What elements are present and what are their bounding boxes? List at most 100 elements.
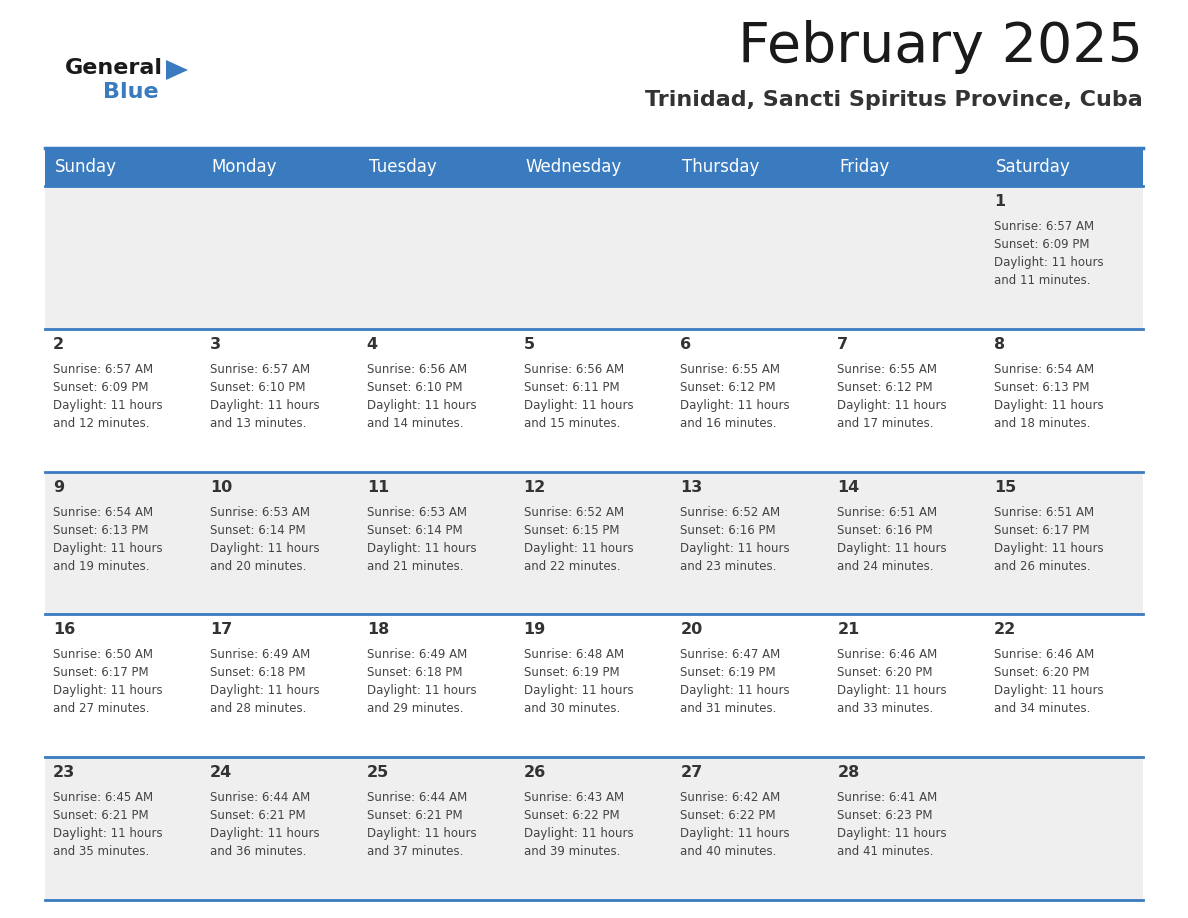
- Text: and 16 minutes.: and 16 minutes.: [681, 417, 777, 430]
- Text: Sunset: 6:19 PM: Sunset: 6:19 PM: [681, 666, 776, 679]
- FancyBboxPatch shape: [45, 329, 1143, 472]
- Text: and 35 minutes.: and 35 minutes.: [53, 845, 150, 858]
- Text: 28: 28: [838, 766, 860, 780]
- Text: 27: 27: [681, 766, 702, 780]
- Text: Sunset: 6:09 PM: Sunset: 6:09 PM: [994, 238, 1089, 251]
- Text: Daylight: 11 hours: Daylight: 11 hours: [994, 542, 1104, 554]
- Text: Sunrise: 6:52 AM: Sunrise: 6:52 AM: [524, 506, 624, 519]
- Text: Sunrise: 6:49 AM: Sunrise: 6:49 AM: [210, 648, 310, 661]
- Text: and 29 minutes.: and 29 minutes.: [367, 702, 463, 715]
- Text: Sunrise: 6:57 AM: Sunrise: 6:57 AM: [994, 220, 1094, 233]
- Text: 14: 14: [838, 479, 860, 495]
- Text: Sunrise: 6:44 AM: Sunrise: 6:44 AM: [210, 791, 310, 804]
- Text: Sunset: 6:23 PM: Sunset: 6:23 PM: [838, 809, 933, 823]
- Text: and 30 minutes.: and 30 minutes.: [524, 702, 620, 715]
- Text: Sunset: 6:19 PM: Sunset: 6:19 PM: [524, 666, 619, 679]
- Text: and 13 minutes.: and 13 minutes.: [210, 417, 307, 430]
- Text: Sunset: 6:12 PM: Sunset: 6:12 PM: [838, 381, 933, 394]
- Text: 15: 15: [994, 479, 1017, 495]
- Text: Sunset: 6:20 PM: Sunset: 6:20 PM: [994, 666, 1089, 679]
- Text: Sunset: 6:14 PM: Sunset: 6:14 PM: [210, 523, 305, 537]
- Text: 24: 24: [210, 766, 232, 780]
- Text: Daylight: 11 hours: Daylight: 11 hours: [994, 256, 1104, 269]
- Text: Sunrise: 6:55 AM: Sunrise: 6:55 AM: [838, 363, 937, 375]
- Text: 2: 2: [53, 337, 64, 352]
- Text: and 40 minutes.: and 40 minutes.: [681, 845, 777, 858]
- Text: Tuesday: Tuesday: [368, 158, 436, 176]
- Text: 3: 3: [210, 337, 221, 352]
- Text: 9: 9: [53, 479, 64, 495]
- Text: Sunday: Sunday: [55, 158, 116, 176]
- Text: Sunrise: 6:46 AM: Sunrise: 6:46 AM: [838, 648, 937, 661]
- Text: 18: 18: [367, 622, 388, 637]
- Text: Sunset: 6:14 PM: Sunset: 6:14 PM: [367, 523, 462, 537]
- Text: Sunrise: 6:42 AM: Sunrise: 6:42 AM: [681, 791, 781, 804]
- Text: Sunset: 6:10 PM: Sunset: 6:10 PM: [210, 381, 305, 394]
- Text: Daylight: 11 hours: Daylight: 11 hours: [210, 827, 320, 840]
- Text: and 23 minutes.: and 23 minutes.: [681, 560, 777, 573]
- Text: 8: 8: [994, 337, 1005, 352]
- Text: Sunset: 6:11 PM: Sunset: 6:11 PM: [524, 381, 619, 394]
- FancyBboxPatch shape: [45, 757, 1143, 900]
- Text: Daylight: 11 hours: Daylight: 11 hours: [994, 398, 1104, 412]
- Text: 17: 17: [210, 622, 232, 637]
- Text: and 41 minutes.: and 41 minutes.: [838, 845, 934, 858]
- Text: 19: 19: [524, 622, 545, 637]
- Text: and 27 minutes.: and 27 minutes.: [53, 702, 150, 715]
- Text: Daylight: 11 hours: Daylight: 11 hours: [838, 827, 947, 840]
- Text: Sunset: 6:21 PM: Sunset: 6:21 PM: [367, 809, 462, 823]
- Text: Sunset: 6:21 PM: Sunset: 6:21 PM: [210, 809, 305, 823]
- FancyBboxPatch shape: [45, 614, 1143, 757]
- Text: and 24 minutes.: and 24 minutes.: [838, 560, 934, 573]
- Text: and 31 minutes.: and 31 minutes.: [681, 702, 777, 715]
- Text: Daylight: 11 hours: Daylight: 11 hours: [210, 398, 320, 412]
- Text: Daylight: 11 hours: Daylight: 11 hours: [681, 398, 790, 412]
- Text: Sunset: 6:17 PM: Sunset: 6:17 PM: [53, 666, 148, 679]
- Text: Sunset: 6:10 PM: Sunset: 6:10 PM: [367, 381, 462, 394]
- Text: Daylight: 11 hours: Daylight: 11 hours: [838, 398, 947, 412]
- Text: Sunrise: 6:46 AM: Sunrise: 6:46 AM: [994, 648, 1094, 661]
- Text: Daylight: 11 hours: Daylight: 11 hours: [53, 398, 163, 412]
- Text: Thursday: Thursday: [682, 158, 760, 176]
- Text: Daylight: 11 hours: Daylight: 11 hours: [681, 827, 790, 840]
- Text: Sunrise: 6:51 AM: Sunrise: 6:51 AM: [994, 506, 1094, 519]
- Text: Wednesday: Wednesday: [525, 158, 621, 176]
- Text: Sunrise: 6:50 AM: Sunrise: 6:50 AM: [53, 648, 153, 661]
- Text: and 28 minutes.: and 28 minutes.: [210, 702, 307, 715]
- Text: 1: 1: [994, 194, 1005, 209]
- Text: Sunset: 6:22 PM: Sunset: 6:22 PM: [681, 809, 776, 823]
- Text: Sunset: 6:17 PM: Sunset: 6:17 PM: [994, 523, 1089, 537]
- Text: Sunrise: 6:45 AM: Sunrise: 6:45 AM: [53, 791, 153, 804]
- Text: 5: 5: [524, 337, 535, 352]
- Text: Daylight: 11 hours: Daylight: 11 hours: [367, 685, 476, 698]
- Text: Sunrise: 6:55 AM: Sunrise: 6:55 AM: [681, 363, 781, 375]
- Text: and 37 minutes.: and 37 minutes.: [367, 845, 463, 858]
- Text: and 11 minutes.: and 11 minutes.: [994, 274, 1091, 287]
- Text: Trinidad, Sancti Spiritus Province, Cuba: Trinidad, Sancti Spiritus Province, Cuba: [645, 90, 1143, 110]
- FancyBboxPatch shape: [45, 148, 1143, 186]
- Text: and 22 minutes.: and 22 minutes.: [524, 560, 620, 573]
- Text: 22: 22: [994, 622, 1017, 637]
- Text: Daylight: 11 hours: Daylight: 11 hours: [210, 685, 320, 698]
- Text: and 26 minutes.: and 26 minutes.: [994, 560, 1091, 573]
- Text: Sunset: 6:15 PM: Sunset: 6:15 PM: [524, 523, 619, 537]
- Text: Daylight: 11 hours: Daylight: 11 hours: [681, 685, 790, 698]
- Text: 6: 6: [681, 337, 691, 352]
- Text: 7: 7: [838, 337, 848, 352]
- Text: Sunset: 6:22 PM: Sunset: 6:22 PM: [524, 809, 619, 823]
- Text: Sunset: 6:18 PM: Sunset: 6:18 PM: [367, 666, 462, 679]
- Text: Saturday: Saturday: [997, 158, 1070, 176]
- Text: and 36 minutes.: and 36 minutes.: [210, 845, 307, 858]
- Polygon shape: [166, 60, 188, 80]
- Text: Sunset: 6:21 PM: Sunset: 6:21 PM: [53, 809, 148, 823]
- Text: Friday: Friday: [839, 158, 890, 176]
- Text: and 34 minutes.: and 34 minutes.: [994, 702, 1091, 715]
- Text: and 18 minutes.: and 18 minutes.: [994, 417, 1091, 430]
- Text: Sunset: 6:09 PM: Sunset: 6:09 PM: [53, 381, 148, 394]
- Text: 11: 11: [367, 479, 388, 495]
- Text: and 19 minutes.: and 19 minutes.: [53, 560, 150, 573]
- Text: Daylight: 11 hours: Daylight: 11 hours: [524, 827, 633, 840]
- Text: Sunrise: 6:54 AM: Sunrise: 6:54 AM: [994, 363, 1094, 375]
- Text: Sunset: 6:20 PM: Sunset: 6:20 PM: [838, 666, 933, 679]
- Text: Sunrise: 6:47 AM: Sunrise: 6:47 AM: [681, 648, 781, 661]
